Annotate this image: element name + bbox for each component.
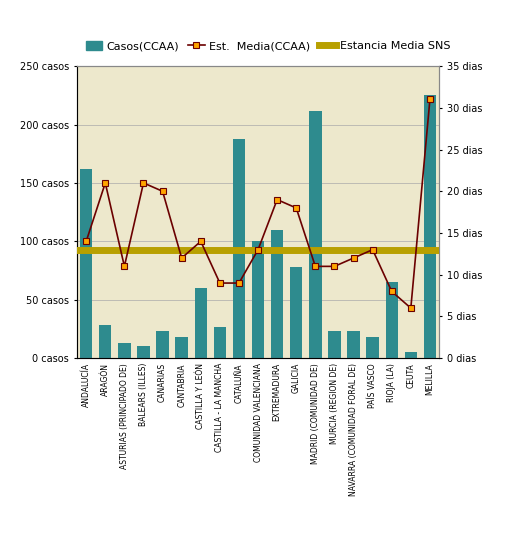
- Bar: [214, 327, 226, 358]
- Bar: [328, 331, 341, 358]
- Bar: [271, 230, 284, 358]
- Legend: Casos(CCAA), Est.  Media(CCAA), Estancia Media SNS: Casos(CCAA), Est. Media(CCAA), Estancia …: [82, 37, 454, 55]
- Bar: [405, 352, 417, 358]
- Bar: [366, 337, 379, 358]
- Bar: [252, 241, 264, 358]
- Bar: [156, 331, 169, 358]
- Bar: [347, 331, 360, 358]
- Bar: [99, 326, 111, 358]
- Bar: [118, 343, 131, 358]
- Bar: [233, 138, 245, 358]
- Bar: [385, 282, 398, 358]
- Bar: [137, 347, 150, 358]
- Bar: [195, 288, 207, 358]
- Bar: [309, 111, 321, 358]
- Bar: [290, 267, 303, 358]
- Bar: [175, 337, 188, 358]
- Bar: [424, 95, 436, 358]
- Bar: [80, 169, 92, 358]
